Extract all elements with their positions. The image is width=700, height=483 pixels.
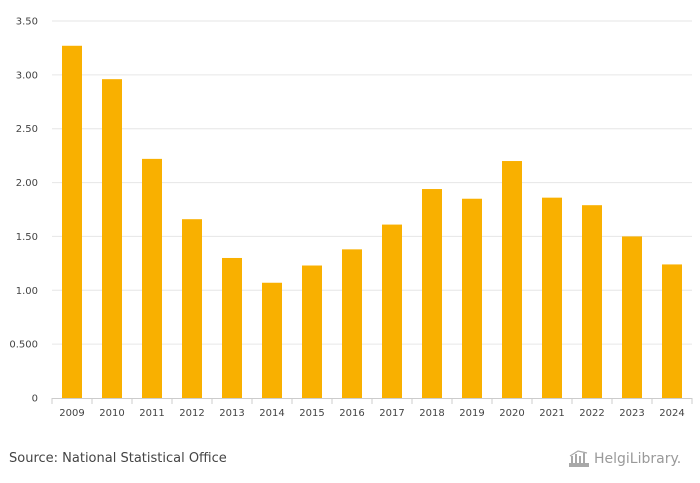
library-logo-icon [569,450,589,467]
bar-2023[interactable] [622,236,642,398]
y-axis-ticks: 0 0.500 1.00 1.50 2.00 2.50 3.00 3.50 [9,17,38,405]
x-tick-label: 2020 [499,408,524,419]
bar-2013[interactable] [222,257,242,398]
bar-2018[interactable] [422,189,442,398]
bar-2012[interactable] [182,219,202,398]
bar-2019[interactable] [462,198,482,398]
y-tick-label: 0.500 [9,340,38,351]
x-tick-label: 2024 [659,408,684,419]
x-tick-label: 2014 [259,408,284,419]
y-tick-label: 0 [32,394,38,405]
helgilibrary-logo[interactable]: HelgiLibrary. [568,449,681,469]
x-tick-label: 2023 [619,408,644,419]
source-note: Source: National Statistical Office [9,451,227,466]
bar-2020[interactable] [502,161,522,398]
x-tick-label: 2018 [419,408,444,419]
y-tick-label: 3.50 [16,17,38,28]
bar-2022[interactable] [582,205,602,398]
x-tick-label: 2009 [59,408,84,419]
bar-2011[interactable] [142,158,162,398]
x-tick-label: 2015 [299,408,324,419]
x-axis-ticks: 2009 2010 2011 2012 2013 2014 2015 2016 2017 2018… [51,398,693,419]
x-tick-label: 2017 [379,408,404,419]
x-tick-label: 2010 [99,408,124,419]
bar-2016[interactable] [342,249,362,398]
y-tick-label: 1.50 [16,232,38,243]
x-tick-label: 2022 [579,408,604,419]
logo-text: HelgiLibrary. [594,451,682,467]
bars [62,45,682,398]
bar-2014[interactable] [262,282,282,398]
x-tick-label: 2016 [339,408,364,419]
y-tick-label: 2.00 [16,178,38,189]
bar-2024[interactable] [662,264,682,398]
bar-2009[interactable] [62,45,82,398]
x-tick-label: 2013 [219,408,244,419]
bar-2015[interactable] [302,265,322,398]
x-tick-label: 2012 [179,408,204,419]
x-tick-label: 2011 [139,408,164,419]
y-tick-label: 3.00 [16,70,38,81]
y-tick-label: 2.50 [16,124,38,135]
bar-2010[interactable] [102,79,122,398]
x-tick-label: 2019 [459,408,484,419]
bar-2021[interactable] [542,197,562,398]
bar-2017[interactable] [382,224,402,398]
y-tick-label: 1.00 [16,286,38,297]
x-tick-label: 2021 [539,408,564,419]
